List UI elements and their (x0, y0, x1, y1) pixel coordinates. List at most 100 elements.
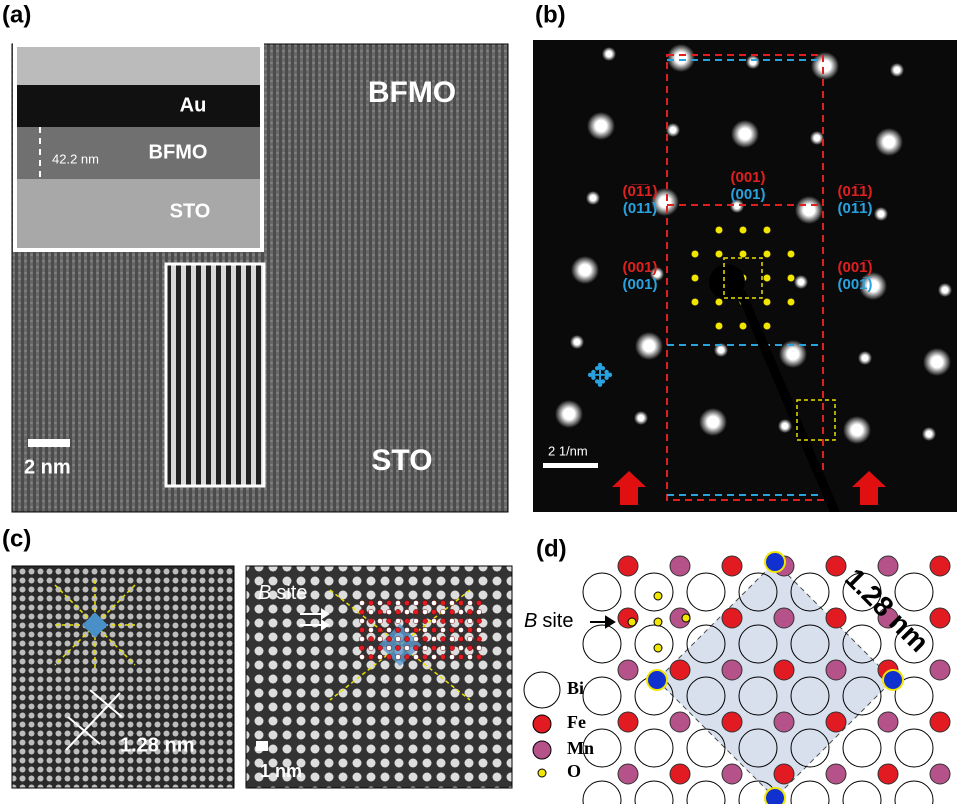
superlattice-spot (716, 323, 723, 330)
atom (368, 600, 373, 605)
atom (440, 600, 445, 605)
b-atom (774, 660, 794, 680)
atom (386, 609, 391, 614)
atom (377, 627, 382, 632)
b-atom (774, 764, 794, 784)
panel-label: (a) (2, 1, 31, 28)
scale-bar-label: 2 1/nm (548, 443, 588, 458)
legend-label: O (567, 761, 581, 781)
panel-label: (b) (535, 1, 566, 28)
atom (395, 636, 400, 641)
site-label: Bsite (524, 610, 573, 632)
panel-label: (d) (536, 535, 567, 562)
spot (874, 207, 888, 221)
spot (778, 419, 792, 433)
atom (386, 618, 391, 623)
atom (395, 627, 400, 632)
layer-label: STO (170, 200, 211, 222)
o-atom (682, 614, 690, 622)
atom (476, 654, 481, 659)
bi-atom (583, 625, 621, 663)
b-atom (930, 556, 950, 576)
bi-atom (895, 781, 933, 804)
spot (923, 348, 951, 376)
bi-atom (687, 729, 725, 767)
legend-marker (533, 741, 551, 759)
b-atom (774, 608, 794, 628)
atom (431, 618, 436, 623)
bi-atom (635, 729, 673, 767)
b-atom (878, 712, 898, 732)
atom (449, 609, 454, 614)
atom (359, 645, 364, 650)
au-layer (17, 85, 260, 127)
atom (431, 600, 436, 605)
spot (570, 335, 584, 349)
atom (395, 618, 400, 623)
panel-label: (c) (2, 525, 31, 552)
bi-atom (895, 729, 933, 767)
atom (449, 627, 454, 632)
atom (404, 609, 409, 614)
atom (413, 627, 418, 632)
atom (467, 609, 472, 614)
atom (422, 609, 427, 614)
spot (666, 123, 680, 137)
superlattice-spot (740, 227, 747, 234)
spot (731, 120, 759, 148)
superlattice-spot (788, 275, 795, 282)
spot (890, 63, 904, 77)
superlattice-spot (716, 227, 723, 234)
index-red: (001̅) (837, 259, 872, 276)
atom (449, 600, 454, 605)
atom (467, 618, 472, 623)
atom (413, 645, 418, 650)
site-label: Bsite (258, 582, 307, 604)
superlattice-spot (764, 227, 771, 234)
atom (431, 636, 436, 641)
b-atom (722, 660, 742, 680)
atom (413, 600, 418, 605)
superlattice-spot (764, 323, 771, 330)
layer-label: BFMO (149, 141, 208, 163)
atom (431, 627, 436, 632)
bi-atom (583, 573, 621, 611)
legend-marker (533, 715, 551, 733)
index-blue: (011) (623, 200, 657, 217)
spot (586, 191, 600, 205)
corner-atom (647, 670, 667, 690)
b-atom (618, 660, 638, 680)
atom (467, 600, 472, 605)
fringe-inset (166, 264, 264, 486)
b-atom (618, 764, 638, 784)
superlattice-spot (692, 251, 699, 258)
superlattice-spot (740, 251, 747, 258)
atom (422, 645, 427, 650)
legend-marker (524, 672, 560, 708)
spot (571, 256, 599, 284)
b-atom (930, 712, 950, 732)
spot (811, 52, 839, 80)
corner-atom (765, 788, 785, 804)
superlattice-spot (692, 275, 699, 282)
atom (404, 600, 409, 605)
superlattice-spot (764, 275, 771, 282)
atom (377, 636, 382, 641)
atom (377, 600, 382, 605)
atom (377, 645, 382, 650)
spot (843, 416, 871, 444)
atom (440, 636, 445, 641)
atom (422, 636, 427, 641)
b-atom (826, 660, 846, 680)
superlattice-spot (764, 299, 771, 306)
legend-label: Bi (567, 678, 584, 698)
atom (467, 636, 472, 641)
region-label: BFMO (368, 76, 456, 109)
b-atom (722, 556, 742, 576)
superlattice-spot (716, 299, 723, 306)
atom (476, 600, 481, 605)
atom (404, 654, 409, 659)
spot (922, 427, 936, 441)
b-atom (722, 608, 742, 628)
atom (467, 654, 472, 659)
